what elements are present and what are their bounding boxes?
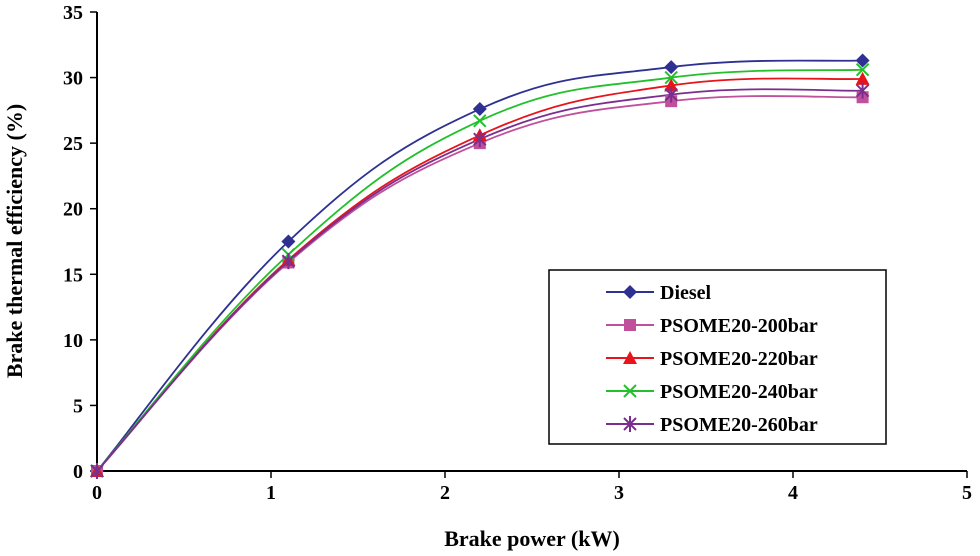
data-point-psome20-240bar (473, 114, 487, 128)
series-line-psome20-260bar (96, 88, 863, 472)
y-tick-label: 0 (73, 461, 83, 483)
legend-marker (623, 285, 637, 299)
data-point-psome20-240bar (664, 70, 678, 85)
legend-box (548, 269, 887, 445)
data-point-psome20-260bar (855, 82, 870, 99)
legend-item-diesel: Diesel (606, 282, 712, 304)
legend-marker (624, 319, 636, 331)
data-point-psome20-220bar (664, 78, 679, 92)
legend-items: Diesel PSOME20-200bar PSOME20-220bar PSOME2… (606, 282, 818, 436)
y-tick-label: 20 (63, 199, 83, 221)
data-point-psome20-260bar (281, 253, 296, 270)
data-markers (90, 53, 870, 479)
series-line-diesel (96, 59, 863, 472)
data-point-diesel (281, 234, 296, 249)
y-tick-label: 15 (63, 264, 83, 286)
x-tick-label: 5 (962, 482, 972, 504)
data-point-diesel (664, 60, 679, 75)
y-tick-label: 10 (63, 330, 83, 352)
legend-marker (623, 416, 637, 432)
data-point-psome20-260bar (664, 86, 678, 103)
data-point-diesel (855, 53, 870, 68)
x-tick-label: 1 (266, 482, 276, 504)
series-lines (96, 59, 863, 472)
legend-label: PSOME20-220bar (660, 348, 818, 370)
data-point-psome20-220bar (855, 71, 870, 85)
legend-item-psome20-220bar: PSOME20-220bar (606, 348, 818, 370)
y-tick-label: 35 (63, 2, 83, 24)
data-point-diesel (472, 102, 487, 117)
y-tick-label: 30 (63, 68, 83, 90)
legend-label: Diesel (660, 282, 712, 304)
x-axis-title: Brake power (kW) (444, 526, 620, 551)
y-axis-title: Brake thermal efficiency (%) (2, 104, 27, 378)
legend: Diesel PSOME20-200bar PSOME20-220bar PSOME2… (548, 269, 887, 445)
legend-item-psome20-260bar: PSOME20-260bar (606, 414, 818, 436)
legend-marker (623, 384, 637, 398)
x-tick-label: 4 (788, 482, 798, 504)
y-tick-label: 5 (73, 395, 83, 417)
legend-item-psome20-240bar: PSOME20-240bar (606, 381, 818, 403)
y-tick-label: 25 (63, 133, 83, 155)
legend-label: PSOME20-200bar (660, 315, 818, 337)
legend-label: PSOME20-260bar (660, 414, 818, 436)
x-tick-label: 0 (92, 482, 102, 504)
data-point-psome20-240bar (855, 62, 870, 77)
ticks: 0 1 2 3 4 5 0 5 10 15 20 25 30 35 (63, 2, 972, 504)
axes (96, 12, 967, 472)
legend-item-psome20-200bar: PSOME20-200bar (606, 315, 818, 337)
data-point-psome20-260bar (90, 463, 104, 479)
data-point-psome20-260bar (473, 131, 487, 148)
legend-label: PSOME20-240bar (660, 381, 818, 403)
legend-marker (623, 351, 637, 364)
x-tick-label: 2 (440, 482, 450, 504)
series-line-psome20-240bar (96, 68, 863, 472)
x-tick-label: 3 (614, 482, 624, 504)
